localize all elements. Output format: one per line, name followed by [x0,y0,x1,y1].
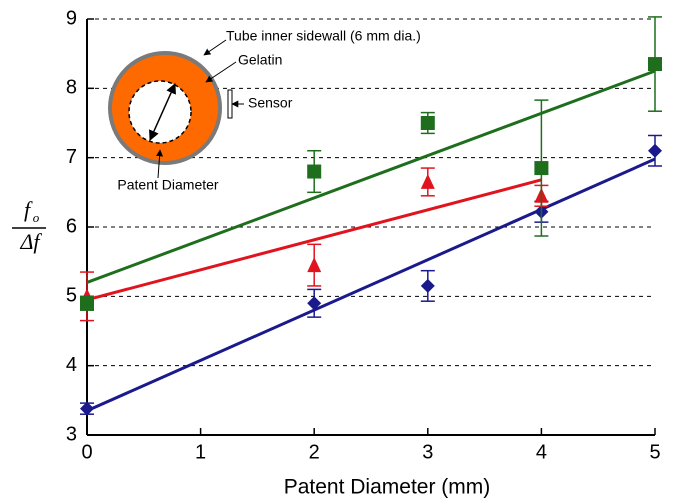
inset-diagram: Tube inner sidewall (6 mm dia.) Gelatin … [108,28,421,193]
x-tick-label: 5 [649,441,660,463]
y-tick-label: 6 [66,215,77,237]
marker [307,164,322,179]
y-tick-label: 8 [66,77,77,99]
arrow [205,61,237,83]
y-tick-label: 9 [66,7,77,29]
trendline [86,178,542,302]
x-tick-label: 0 [81,441,92,463]
trendline [86,69,656,284]
marker [307,296,322,311]
x-tick-label: 2 [309,441,320,463]
y-label-subscript: o [33,210,40,225]
marker [307,257,322,273]
annotation: Tube inner sidewall (6 mm dia.) [226,28,421,44]
y-tick-label: 5 [66,285,77,307]
annotation: Patent Diameter [117,177,218,193]
x-tick-label: 3 [422,441,433,463]
lumen [128,80,192,144]
marker [420,278,435,293]
y-tick-label: 3 [66,423,77,445]
arrow [156,149,164,179]
marker [648,57,662,72]
x-axis-label: Patent Diameter (mm) [284,476,491,499]
trendline [86,157,656,413]
arrow [203,39,227,56]
marker [80,401,94,416]
y-tick-label: 4 [66,354,77,376]
marker [648,143,662,158]
annotation: Gelatin [238,52,282,68]
marker [534,161,549,176]
y-tick-label: 7 [66,146,77,168]
y-label-numerator: f [24,197,33,222]
diameter-arrow [149,83,176,141]
x-tick-label: 4 [536,441,547,463]
sensor [227,89,233,119]
marker [420,116,435,130]
x-tick-label: 1 [195,441,206,463]
y-label-denominator: Δf [19,229,42,254]
marker [420,173,435,189]
annotation: Sensor [248,95,293,111]
marker [80,296,94,311]
